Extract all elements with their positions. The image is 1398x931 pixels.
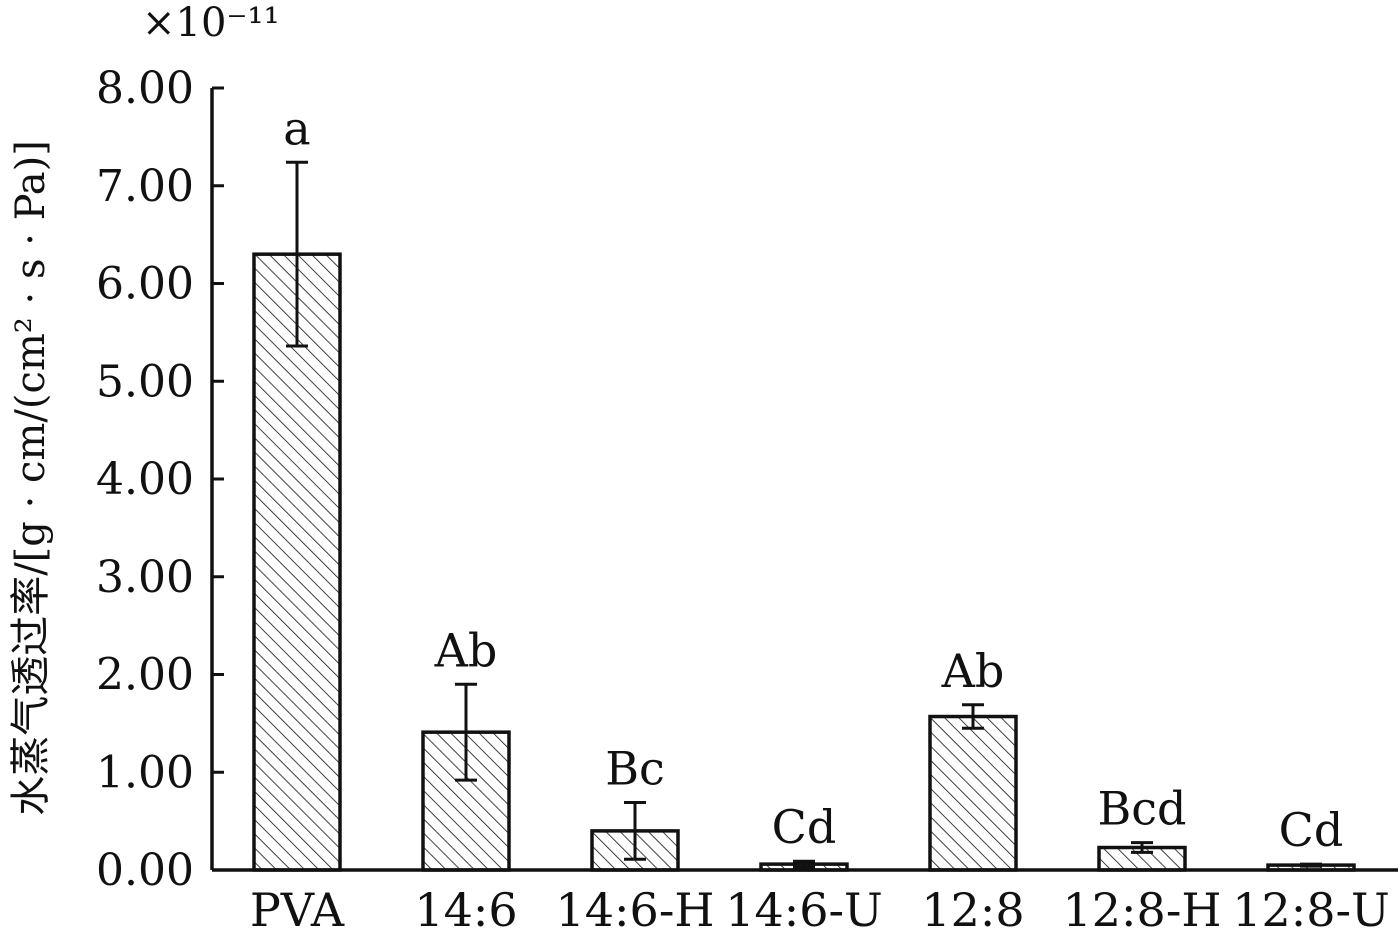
significance-label: Ab <box>434 623 498 677</box>
significance-labels: a Ab Bc Cd Ab Bcd Cd <box>283 101 1343 857</box>
y-tick-label: 3.00 <box>96 552 194 603</box>
y-tick-label: 7.00 <box>96 161 194 212</box>
y-tick-label: 6.00 <box>96 259 194 310</box>
x-tick-label: 14:6 <box>414 883 517 931</box>
x-tick-label: 12:8 <box>921 883 1024 931</box>
significance-label: a <box>283 101 310 155</box>
x-tick-label: 12:8-H <box>1063 883 1222 931</box>
y-tick-label: 0.00 <box>96 845 194 896</box>
significance-label: Cd <box>772 800 837 854</box>
y-axis-ticks: 0.00 1.00 2.00 3.00 4.00 5.00 6.00 7.00 8.00 <box>96 63 224 896</box>
significance-label: Bcd <box>1097 782 1186 836</box>
y-axis-label: 水蒸气透过率/[g · cm/(cm² · s · Pa)] <box>8 140 54 816</box>
x-tick-label: 14:6-U <box>725 883 883 931</box>
x-tick-label: 12:8-U <box>1232 883 1390 931</box>
x-axis-category-labels: PVA 14:6 14:6-H 14:6-U 12:8 12:8-H 12:8-U <box>250 883 1390 931</box>
significance-label: Ab <box>941 644 1005 698</box>
significance-label: Bc <box>605 742 665 796</box>
y-tick-label: 4.00 <box>96 454 194 505</box>
y-tick-label: 1.00 <box>96 747 194 798</box>
y-tick-label: 8.00 <box>96 63 194 114</box>
y-tick-label: 2.00 <box>96 650 194 701</box>
bar <box>928 714 1018 872</box>
bars <box>252 252 1356 872</box>
y-tick-label: 5.00 <box>96 356 194 407</box>
significance-label: Cd <box>1279 803 1344 857</box>
x-tick-label: PVA <box>250 883 345 931</box>
y-axis-multiplier: ×10⁻¹¹ <box>142 0 280 46</box>
error-bars <box>286 160 1322 869</box>
x-tick-label: 14:6-H <box>556 883 715 931</box>
